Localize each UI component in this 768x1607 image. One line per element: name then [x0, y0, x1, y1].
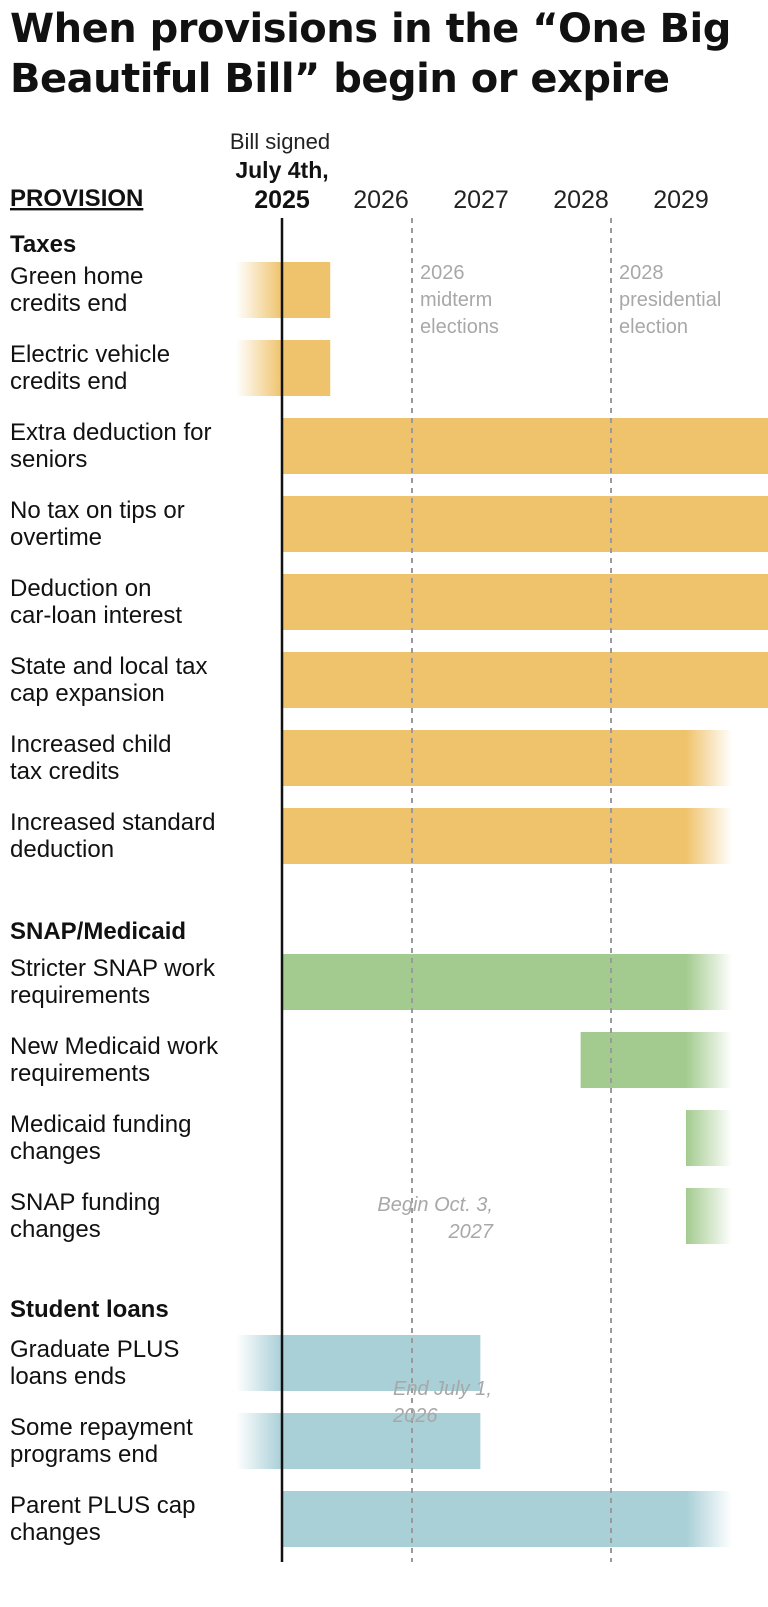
provision-bar [236, 262, 331, 318]
provision-bar [580, 1032, 732, 1088]
reference-line-label: 2026 [420, 262, 465, 284]
provision-label: requirements [10, 1060, 150, 1087]
bar-annotation: End July 1, [393, 1378, 492, 1400]
provision-label: changes [10, 1138, 101, 1165]
provision-label: programs end [10, 1441, 158, 1468]
provision-bar [282, 496, 768, 552]
provision-label: cap expansion [10, 680, 165, 707]
group-header: Taxes [10, 231, 76, 258]
provision-label: Increased standard [10, 809, 215, 836]
provision-label: Graduate PLUS [10, 1336, 179, 1363]
provision-label: seniors [10, 446, 87, 473]
provision-label: changes [10, 1519, 101, 1546]
x-tick-label: 2026 [353, 186, 409, 214]
bill-signed-date: July 4th, [235, 157, 328, 183]
provision-label: Electric vehicle [10, 341, 170, 368]
reference-line-label: midterm [420, 289, 492, 311]
provision-label: changes [10, 1216, 101, 1243]
provision-label: No tax on tips or [10, 497, 185, 524]
provision-label: Green home [10, 263, 143, 290]
provision-bar [282, 574, 768, 630]
provision-label: Parent PLUS cap [10, 1492, 195, 1519]
provision-label: Deduction on [10, 575, 151, 602]
group-header: SNAP/Medicaid [10, 918, 186, 945]
provision-bar [282, 652, 768, 708]
provision-bar [282, 418, 768, 474]
bill-signed-year: 2025 [254, 186, 310, 214]
provision-label: deduction [10, 836, 114, 863]
grid-layer [280, 218, 612, 1562]
text-layer: PROVISION Bill signed July 4th, 2025 2026 202… [10, 129, 721, 1546]
provision-label: SNAP funding [10, 1189, 160, 1216]
reference-line-label: elections [420, 316, 499, 338]
provision-label: Medicaid funding [10, 1111, 191, 1138]
provision-label: Stricter SNAP work [10, 955, 216, 982]
provision-bar [282, 954, 732, 1010]
reference-line-label: 2028 [619, 262, 664, 284]
group-header: Student loans [10, 1296, 169, 1323]
provision-label: requirements [10, 982, 150, 1009]
provision-bar [282, 808, 732, 864]
provision-bar [282, 1491, 732, 1547]
provision-label: Some repayment [10, 1414, 193, 1441]
provision-column-header: PROVISION [10, 185, 143, 212]
provision-bar [686, 1188, 732, 1244]
provision-bar [236, 1335, 481, 1391]
provision-label: State and local tax [10, 653, 207, 680]
chart-title: When provisions in the “One Big Beautifu… [10, 6, 731, 102]
provision-label: loans ends [10, 1363, 126, 1390]
provision-label: Increased child [10, 731, 171, 758]
provision-label: tax credits [10, 758, 119, 785]
bar-annotation: Begin Oct. 3, [377, 1194, 493, 1216]
provision-label: New Medicaid work [10, 1033, 219, 1060]
bar-annotation: 2026 [392, 1405, 438, 1427]
provision-label: overtime [10, 524, 102, 551]
x-tick-label: 2028 [553, 186, 609, 214]
x-tick-label: 2029 [653, 186, 709, 214]
provision-label: credits end [10, 290, 127, 317]
bars-layer [236, 262, 768, 1547]
provision-bar [236, 1413, 481, 1469]
provision-label: credits end [10, 368, 127, 395]
bill-signed-label: Bill signed [230, 129, 330, 154]
reference-line-label: election [619, 316, 688, 338]
bar-annotation: 2027 [448, 1221, 494, 1243]
provision-bar [686, 1110, 732, 1166]
provision-label: car-loan interest [10, 602, 182, 629]
x-tick-label: 2027 [453, 186, 509, 214]
reference-line-label: presidential [619, 289, 721, 311]
provision-label: Extra deduction for [10, 419, 211, 446]
provision-bar [282, 730, 732, 786]
provision-bar [236, 340, 331, 396]
